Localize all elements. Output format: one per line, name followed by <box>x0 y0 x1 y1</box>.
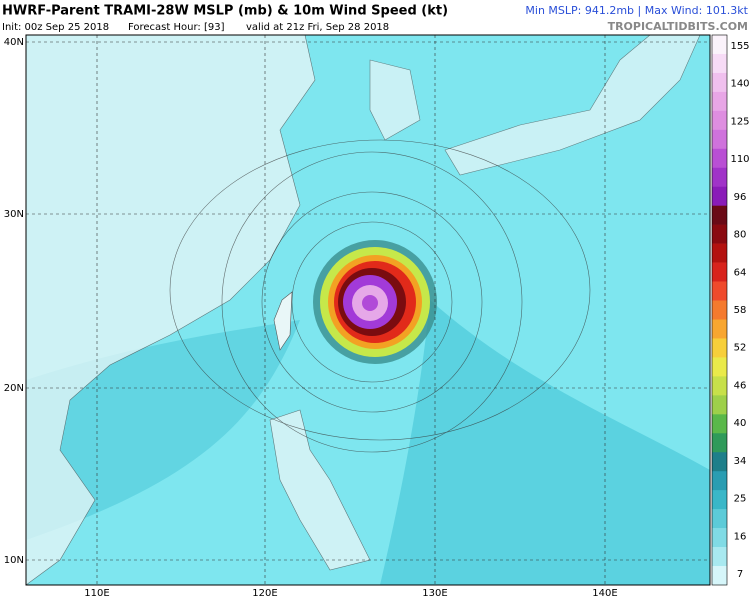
colorbar-label: 80 <box>734 230 747 241</box>
korea <box>369 59 421 141</box>
longitude-label: 140E <box>592 588 617 599</box>
isobars <box>169 139 591 453</box>
colorbar-frame <box>711 34 728 586</box>
colorbar-swatch <box>712 414 727 434</box>
colorbar-swatch <box>712 186 727 206</box>
colorbar-swatch <box>712 205 727 225</box>
valid-time: valid at 21z Fri, Sep 28 2018 <box>246 22 389 33</box>
longitude-label: 110E <box>84 588 109 599</box>
colorbar-label: 58 <box>734 305 747 316</box>
colorbar-label: 7 <box>737 569 743 580</box>
longitude-label: 130E <box>422 588 447 599</box>
colorbar-swatch <box>712 262 727 282</box>
forecast-hour: Forecast Hour: [93] <box>128 22 225 33</box>
colorbar: 155 140 125 110 96 80 64 58 52 46 40 34 25 16 7 <box>711 34 750 586</box>
map <box>25 34 711 586</box>
latitude-label: 20N <box>4 383 24 394</box>
colorbar-swatch <box>712 433 727 453</box>
colorbar-label: 110 <box>730 154 749 165</box>
colorbar-label: 25 <box>734 494 747 505</box>
colorbar-swatch <box>712 148 727 169</box>
colorbar-swatch <box>712 110 727 131</box>
colorbar-swatch <box>712 281 727 301</box>
colorbar-label: 64 <box>734 267 747 278</box>
colorbar-swatch <box>712 395 727 415</box>
colorbar-label: 16 <box>734 531 747 542</box>
map-body <box>26 35 710 585</box>
colorbar-swatch <box>712 452 727 472</box>
colorbar-swatch <box>712 376 727 396</box>
init-time: Init: 00z Sep 25 2018 <box>2 22 109 33</box>
colorbar-swatch <box>712 91 727 112</box>
colorbar-swatch <box>712 528 727 548</box>
colorbar-swatch <box>712 338 727 358</box>
mainland <box>26 35 316 585</box>
colorbar-swatch <box>712 167 727 188</box>
colorbar-label: 155 <box>730 41 749 52</box>
title: HWRF-Parent TRAMI-28W MSLP (mb) & 10m Wi… <box>2 4 448 19</box>
colorbar-label: 140 <box>730 79 749 90</box>
colorbar-swatch <box>712 509 727 529</box>
colorbar-label: 34 <box>734 456 747 467</box>
site-credit: TROPICALTIDBITS.COM <box>608 20 748 33</box>
colorbar-swatch <box>712 490 727 510</box>
colorbar-swatch <box>712 129 727 150</box>
colorbar-swatch <box>712 566 727 586</box>
latitude-label: 30N <box>4 209 24 220</box>
latitude-label: 40N <box>4 37 24 48</box>
map-frame <box>25 34 711 586</box>
japan <box>444 35 701 176</box>
taiwan <box>273 291 293 351</box>
colorbar-label: 96 <box>734 192 747 203</box>
wind-band <box>380 300 710 585</box>
colorbar-label: 46 <box>734 380 747 391</box>
colorbar-swatch <box>712 72 727 93</box>
longitude-label: 120E <box>252 588 277 599</box>
colorbar-swatch <box>712 243 727 263</box>
colorbar-swatch <box>712 471 727 491</box>
latitude-label: 10N <box>4 555 24 566</box>
colorbar-label: 52 <box>734 343 747 354</box>
colorbar-swatch <box>712 53 727 74</box>
graticule <box>26 35 710 585</box>
storm-eye <box>362 295 378 311</box>
typhoon <box>313 240 437 364</box>
colorbar-swatch <box>712 357 727 377</box>
storm-stats: Min MSLP: 941.2mb | Max Wind: 101.3kt <box>525 4 748 17</box>
colorbar-label: 125 <box>730 116 749 127</box>
colorbar-swatch <box>712 300 727 320</box>
colorbar-swatch <box>712 547 727 567</box>
colorbar-label: 40 <box>734 418 747 429</box>
colorbar-swatch <box>712 35 727 55</box>
colorbar-swatch <box>712 319 727 339</box>
colorbar-swatch <box>712 224 727 244</box>
